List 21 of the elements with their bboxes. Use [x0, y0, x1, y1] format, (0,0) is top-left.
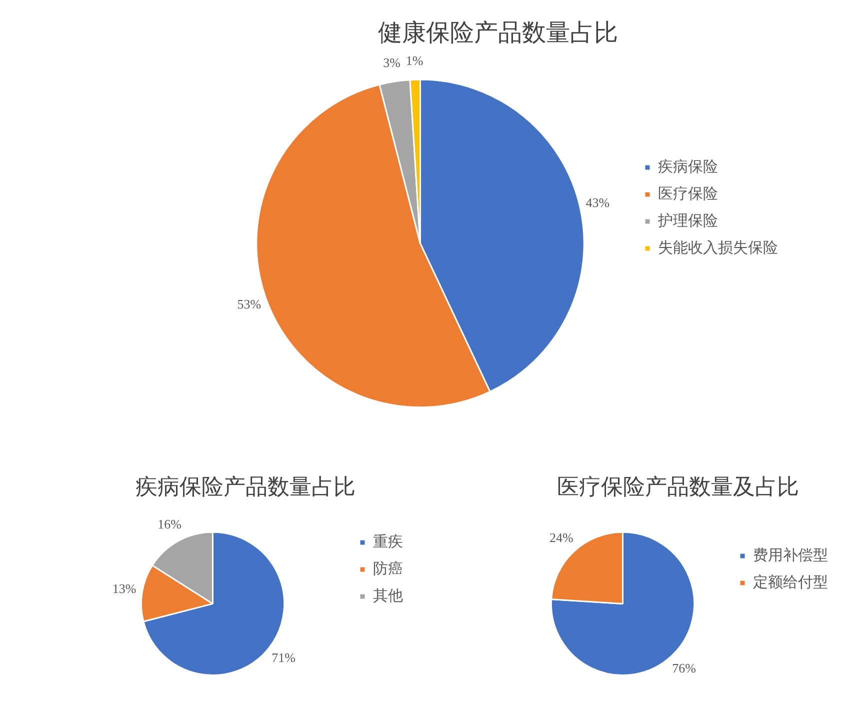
- legend-label: 费用补偿型: [753, 546, 828, 564]
- data-label: 43%: [586, 195, 610, 210]
- data-label: 3%: [383, 55, 401, 70]
- data-label: 16%: [158, 516, 182, 532]
- data-label: 71%: [272, 650, 296, 666]
- legend-label: 其他: [373, 586, 403, 604]
- data-label: 13%: [112, 581, 136, 596]
- chart-title: 健康保险产品数量占比: [378, 18, 618, 47]
- chart-title: 疾病保险产品数量占比: [136, 474, 356, 500]
- legend-label: 重疾: [373, 532, 403, 550]
- legend-label: 疾病保险: [658, 157, 718, 176]
- chart-title: 医疗保险产品数量及占比: [557, 474, 799, 500]
- legend-label: 防癌: [373, 559, 403, 578]
- legend-label: 护理保险: [657, 211, 718, 230]
- data-label: 24%: [550, 530, 574, 545]
- legend-label: 失能收入损失保险: [658, 238, 778, 256]
- legend-label: 医疗保险: [658, 184, 718, 202]
- legend-label: 定额给付型: [753, 572, 828, 591]
- data-label: 53%: [237, 296, 262, 312]
- data-label: 76%: [672, 660, 696, 676]
- data-label: 1%: [406, 53, 424, 68]
